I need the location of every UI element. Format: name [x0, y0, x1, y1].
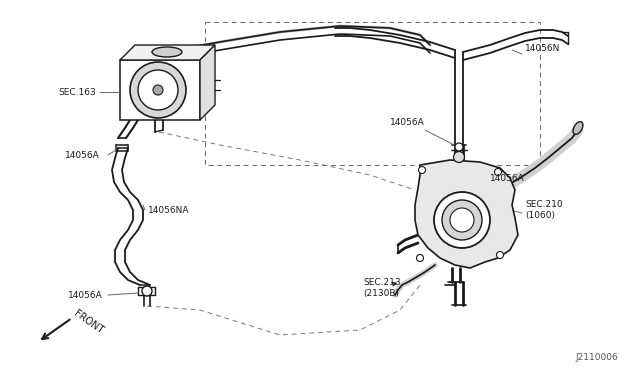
Circle shape: [497, 251, 504, 259]
Text: SEC.210
(1060): SEC.210 (1060): [525, 200, 563, 220]
Circle shape: [153, 85, 163, 95]
Polygon shape: [120, 45, 215, 60]
Text: 14056A: 14056A: [68, 291, 103, 299]
Polygon shape: [120, 60, 200, 120]
Text: 14056N: 14056N: [525, 44, 561, 52]
Text: 14056A: 14056A: [390, 118, 425, 126]
Text: 14056A: 14056A: [65, 151, 100, 160]
Text: SEC.213
(2130B): SEC.213 (2130B): [363, 278, 401, 298]
Circle shape: [130, 62, 186, 118]
Circle shape: [495, 169, 502, 176]
Text: FRONT: FRONT: [72, 309, 105, 336]
Circle shape: [138, 70, 178, 110]
Text: 14056NA: 14056NA: [148, 205, 189, 215]
Polygon shape: [415, 160, 518, 268]
Text: J2110006: J2110006: [575, 353, 618, 362]
Circle shape: [434, 192, 490, 248]
Circle shape: [454, 151, 465, 163]
Circle shape: [419, 167, 426, 173]
Circle shape: [455, 143, 463, 151]
Circle shape: [450, 208, 474, 232]
Circle shape: [417, 254, 424, 262]
Circle shape: [442, 200, 482, 240]
Ellipse shape: [152, 47, 182, 57]
Polygon shape: [200, 45, 215, 120]
Circle shape: [142, 286, 152, 296]
Text: SEC.163: SEC.163: [58, 87, 96, 96]
Text: 14056A: 14056A: [490, 173, 525, 183]
Ellipse shape: [573, 122, 583, 134]
